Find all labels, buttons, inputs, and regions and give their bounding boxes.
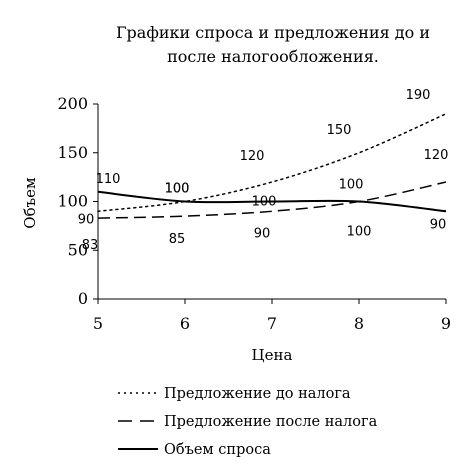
chart-title-line-1: Графики спроса и предложения до и bbox=[116, 23, 430, 42]
data-label: 90 bbox=[78, 212, 95, 227]
series-line-1 bbox=[97, 113, 447, 213]
legend-entry: Объем спроса bbox=[164, 442, 271, 458]
x-tick-label: 9 bbox=[441, 314, 451, 333]
data-label: 150 bbox=[327, 123, 352, 138]
data-label: 120 bbox=[424, 148, 449, 163]
y-axis-label: Объем bbox=[21, 177, 39, 229]
y-tick-label: 200 bbox=[57, 94, 88, 113]
x-tick-label: 7 bbox=[267, 314, 277, 333]
y-tick-label: 100 bbox=[57, 192, 88, 211]
x-tick-label: 5 bbox=[93, 314, 103, 333]
data-label: 100 bbox=[339, 178, 364, 193]
legend-entry: Предложение после налога bbox=[164, 414, 378, 430]
series-lines bbox=[97, 113, 447, 219]
data-label: 110 bbox=[96, 172, 121, 187]
chart-title-line-2: после налогообложения. bbox=[167, 47, 379, 66]
data-label: 90 bbox=[254, 226, 271, 241]
data-label: 190 bbox=[406, 88, 431, 103]
x-axis-label: Цена bbox=[252, 346, 293, 364]
series-line-2 bbox=[97, 181, 447, 219]
x-tick-label: 8 bbox=[354, 314, 364, 333]
data-label: 100 bbox=[165, 182, 190, 197]
data-label: 100 bbox=[347, 225, 372, 240]
y-ticks: 0 50 100 150 200 bbox=[57, 94, 98, 308]
data-label: 120 bbox=[240, 149, 265, 164]
y-tick-label: 50 bbox=[68, 240, 88, 259]
x-tick-label: 6 bbox=[180, 314, 190, 333]
data-label: 100 bbox=[165, 182, 190, 197]
legend: Предложение до налога Предложение после н… bbox=[118, 386, 378, 458]
legend-entry: Предложение до налога bbox=[164, 386, 351, 402]
y-tick-label: 150 bbox=[57, 143, 88, 162]
x-ticks: 5 6 7 8 9 bbox=[93, 299, 451, 333]
series-line-3 bbox=[97, 190, 447, 213]
data-label: 90 bbox=[430, 217, 447, 232]
y-tick-label: 0 bbox=[78, 289, 88, 308]
data-label: 83 bbox=[82, 238, 99, 253]
data-label: 100 bbox=[252, 195, 277, 210]
data-label: 85 bbox=[169, 232, 186, 247]
